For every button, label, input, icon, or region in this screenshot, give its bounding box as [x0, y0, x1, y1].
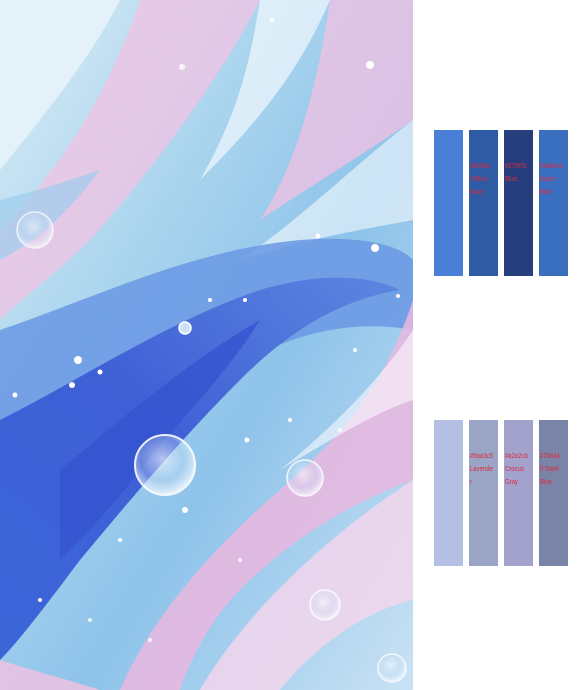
marble-painting-icon [0, 0, 413, 690]
fluid-art-image [0, 0, 413, 690]
swatch-label: #7b84a5 Steel Blue [540, 453, 560, 486]
color-swatch[interactable]: #7b84a5 Steel Blue [539, 420, 568, 566]
swatch-row-2: #9aa3c5 Lavender #a2a2cb Crocus Gray #7b… [434, 420, 568, 566]
color-swatch[interactable] [434, 130, 463, 276]
swatch-row-1: #2e59a3 Blue Navy #273f7b Blue #3a6ec0 A… [434, 130, 568, 276]
color-swatch[interactable]: #273f7b Blue [504, 130, 533, 276]
swatch-label: #9aa3c5 Lavender [470, 453, 493, 486]
color-swatch[interactable]: #9aa3c5 Lavender [469, 420, 498, 566]
swatch-label: #273f7b Blue [505, 163, 527, 183]
color-swatch[interactable]: #a2a2cb Crocus Gray [504, 420, 533, 566]
swatch-label: #2e59a3 Blue Navy [470, 163, 490, 196]
swatch-label: #3a6ec0 Azure Blue [540, 163, 563, 196]
color-swatch[interactable]: #2e59a3 Blue Navy [469, 130, 498, 276]
swatch-label: #a2a2cb Crocus Gray [505, 453, 528, 486]
color-swatch[interactable] [434, 420, 463, 566]
color-swatch[interactable]: #3a6ec0 Azure Blue [539, 130, 568, 276]
